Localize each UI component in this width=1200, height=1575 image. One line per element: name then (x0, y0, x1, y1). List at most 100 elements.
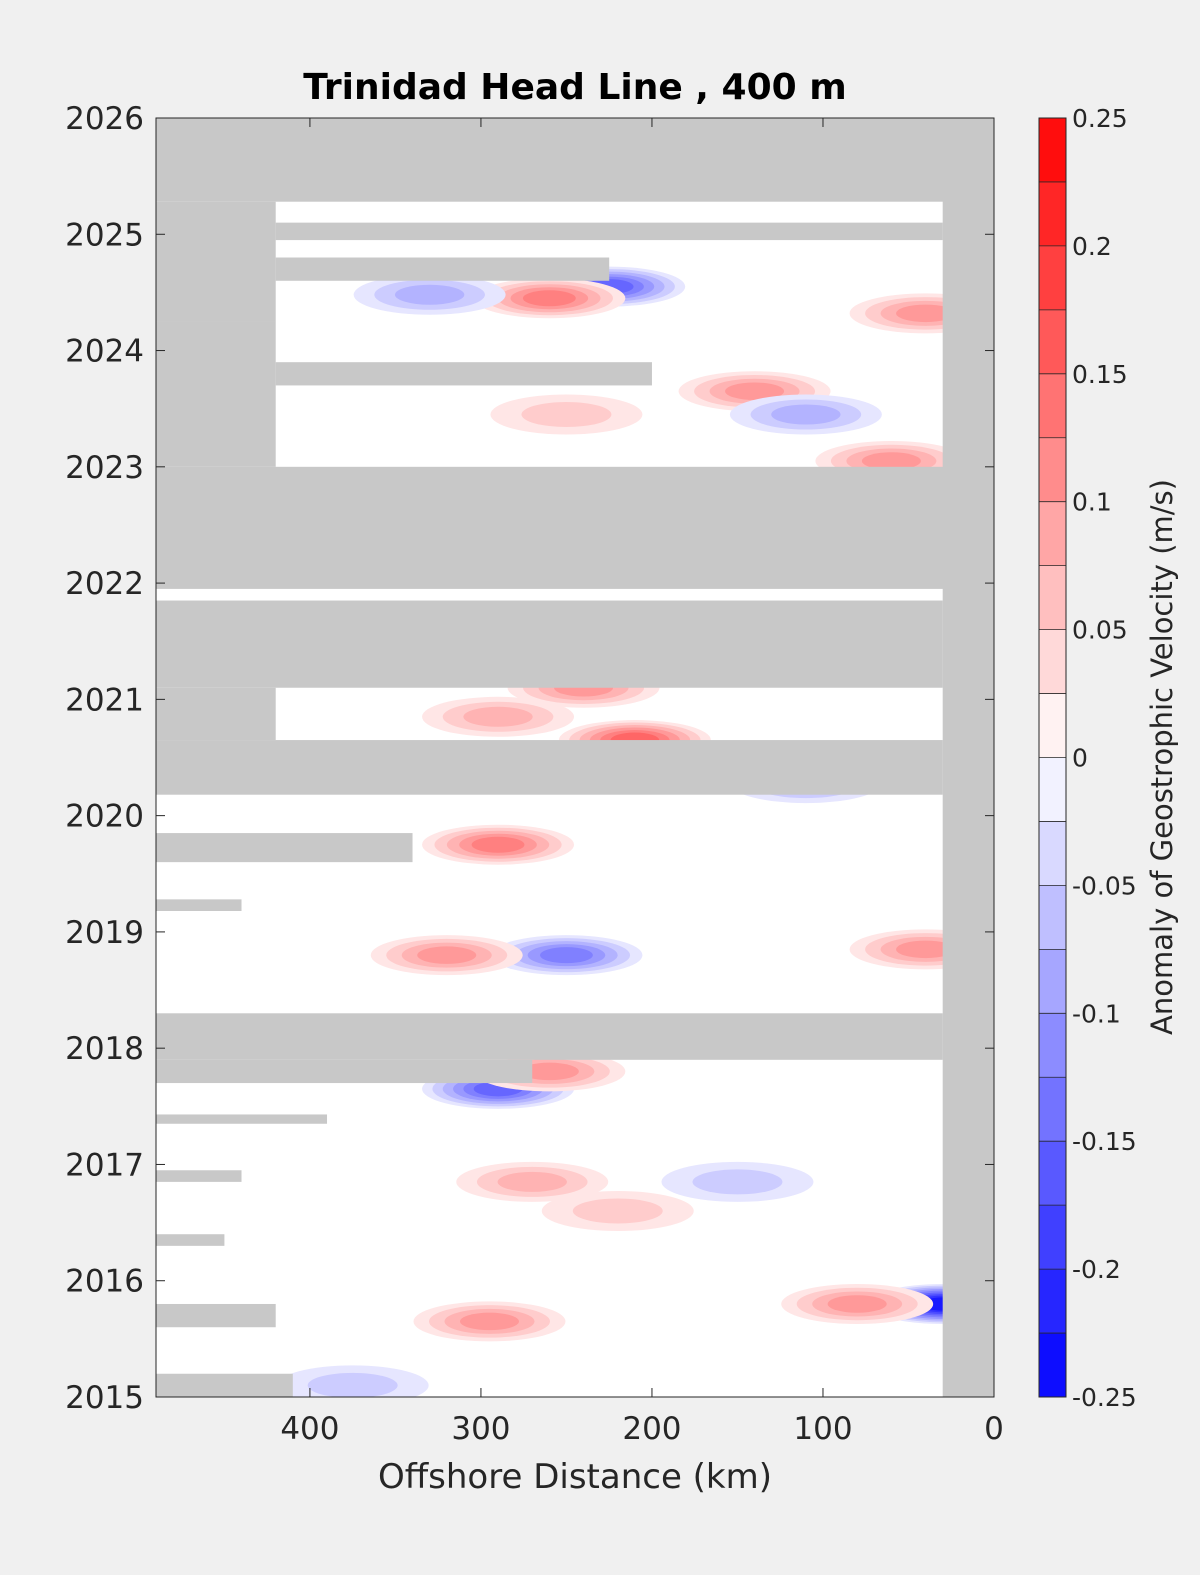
missing-band (156, 899, 242, 911)
anomaly-blob (490, 935, 643, 976)
y-tick-label: 2024 (65, 334, 144, 370)
colorbar: 0.25 0.2 0.15 0.1 0.05 0 -0.05 -0.1 -0.15 -0.2 -0.… (1038, 104, 1137, 1412)
anomaly-contour (896, 304, 956, 323)
missing-band (156, 1303, 276, 1328)
anomaly-contour (540, 947, 593, 964)
colorbar-segment (1039, 501, 1066, 567)
y-tick-label: 2019 (65, 915, 144, 951)
colorbar-tick-label: 0.2 (1072, 232, 1112, 261)
x-tick-label: 300 (451, 1411, 510, 1447)
anomaly-contour (394, 284, 465, 305)
anomaly-contour (521, 401, 612, 427)
anomaly-blob (422, 824, 575, 865)
colorbar-segment (1039, 1141, 1066, 1206)
colorbar-segment (1039, 885, 1066, 950)
anomaly-contour (861, 452, 921, 470)
y-tick-label: 2018 (65, 1031, 144, 1067)
anomaly-blob (473, 278, 626, 319)
colorbar-segment (1039, 181, 1066, 247)
colorbar-segment (1039, 757, 1066, 822)
colorbar-segment (1039, 437, 1066, 503)
colorbar-tick-label: 0.1 (1072, 488, 1112, 517)
colorbar-segment (1039, 1013, 1066, 1078)
missing-band (156, 1373, 293, 1397)
anomaly-contour (471, 836, 525, 853)
colorbar-segment (1039, 118, 1066, 183)
colorbar-tick-label: -0.1 (1072, 999, 1121, 1028)
y-tick-label: 2021 (65, 682, 144, 718)
anomaly-blob (422, 696, 575, 737)
y-tick-label: 2016 (65, 1264, 144, 1300)
colorbar-label: Anomaly of Geostrophic Velocity (m/s) (1145, 479, 1179, 1035)
anomaly-contour (572, 1198, 663, 1224)
missing-band (156, 1234, 225, 1246)
colorbar-tick-label: -0.25 (1072, 1383, 1137, 1412)
anomaly-blob (661, 1161, 814, 1202)
x-tick-label: 200 (622, 1411, 681, 1447)
y-tick-label: 2023 (65, 450, 144, 486)
missing-band (275, 362, 652, 386)
missing-data-mask (156, 118, 994, 1397)
missing-band (156, 1114, 328, 1124)
colorbar-tick-label: 0.15 (1072, 360, 1128, 389)
anomaly-blob (276, 1365, 429, 1397)
x-axis: 400 300 200 100 0 (280, 118, 1004, 1447)
y-axis: 2015 2016 2017 2018 2019 2020 2021 2022 2023 2024… (65, 101, 994, 1416)
chart-title: Trinidad Head Line , 400 m (303, 67, 846, 108)
anomaly-contour (497, 1171, 567, 1192)
x-tick-label: 0 (984, 1411, 1004, 1447)
anomaly-contour (519, 1062, 579, 1081)
colorbar-segment (1039, 1333, 1066, 1398)
colorbar-segment (1039, 949, 1066, 1014)
x-axis-label: Offshore Distance (km) (378, 1457, 772, 1497)
missing-band (156, 1170, 242, 1182)
missing-band (275, 222, 943, 241)
colorbar-segment (1039, 629, 1066, 695)
y-tick-label: 2020 (65, 799, 144, 835)
missing-band (156, 201, 276, 322)
anomaly-contour (307, 1372, 398, 1397)
colorbar-tick-label: 0 (1072, 744, 1088, 773)
colorbar-segment (1039, 1269, 1066, 1334)
anomaly-blob (370, 935, 523, 976)
missing-band (156, 466, 994, 589)
y-tick-label: 2025 (65, 217, 144, 253)
missing-band (156, 118, 994, 202)
anomaly-contour (459, 1312, 519, 1331)
missing-band (156, 321, 276, 467)
anomaly-contour (771, 404, 841, 425)
colorbar-segment (1039, 245, 1066, 311)
y-tick-label: 2022 (65, 566, 144, 602)
anomaly-contour (692, 1169, 783, 1195)
colorbar-tick-label: 0.25 (1072, 104, 1128, 133)
missing-band (156, 600, 943, 688)
colorbar-segment (1039, 309, 1066, 375)
anomaly-blob (456, 1161, 609, 1202)
anomaly-contour (725, 382, 785, 400)
missing-band (156, 687, 276, 741)
y-tick-label: 2017 (65, 1147, 144, 1183)
colorbar-segment (1039, 1205, 1066, 1270)
anomaly-blob (490, 394, 643, 435)
missing-band (156, 740, 943, 795)
missing-band (942, 118, 994, 1397)
anomaly-contour (827, 1295, 887, 1313)
anomaly-blob (353, 274, 506, 315)
colorbar-segment (1039, 373, 1066, 439)
missing-band (156, 833, 413, 863)
anomaly-blob (541, 1190, 694, 1231)
colorbar-tick-label: -0.05 (1072, 871, 1137, 900)
colorbar-segment (1039, 1077, 1066, 1142)
y-tick-label: 2026 (65, 101, 144, 137)
anomaly-blob (413, 1301, 566, 1342)
anomaly-blob (729, 394, 882, 435)
colorbar-tick-label: -0.15 (1072, 1127, 1137, 1156)
anomaly-contour (522, 290, 576, 307)
missing-band (156, 1013, 943, 1060)
missing-band (275, 257, 610, 281)
x-tick-label: 100 (793, 1411, 852, 1447)
anomaly-contour (463, 706, 533, 727)
missing-band (156, 1059, 533, 1084)
colorbar-tick-label: 0.05 (1072, 616, 1128, 645)
